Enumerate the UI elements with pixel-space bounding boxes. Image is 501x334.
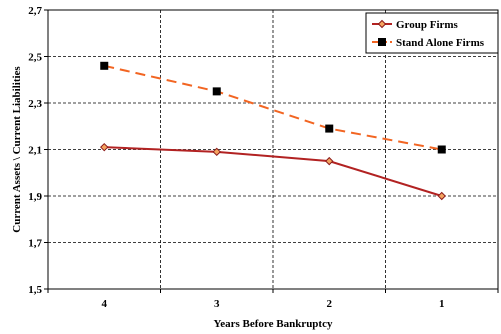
- data-point-stand-alone-firms: [212, 87, 221, 96]
- y-axis-ticks: 1,5 1,7 1,9 2,1 2,3 2,5 2,7: [28, 5, 48, 296]
- legend-marker-stand-alone-firms: [378, 38, 386, 46]
- data-point-group-firms: [212, 147, 221, 157]
- grid-lines: [48, 10, 498, 289]
- y-tick-label: 1,9: [28, 191, 42, 203]
- data-point-group-firms: [437, 191, 446, 201]
- data-point-group-firms: [100, 142, 109, 152]
- y-tick-label: 2,5: [28, 52, 42, 64]
- y-tick-label: 2,1: [28, 145, 42, 157]
- legend-box: [365, 12, 499, 54]
- legend: Group Firms Stand Alone Firms: [365, 12, 499, 54]
- y-tick-label: 2,7: [28, 5, 42, 17]
- data-point-stand-alone-firms: [437, 145, 446, 154]
- legend-marker-group-firms: [377, 19, 387, 29]
- data-point-stand-alone-firms: [325, 124, 334, 133]
- legend-label-group-firms: Group Firms: [396, 19, 459, 31]
- x-tick-label: 1: [439, 298, 445, 310]
- x-tick-label: 4: [102, 298, 108, 310]
- x-tick-label: 2: [327, 298, 333, 310]
- series-line-group-firms: [104, 146, 443, 197]
- series-layer: [100, 61, 446, 201]
- x-axis-ticks: 4 3 2 1: [47, 289, 499, 310]
- series-line-stand-alone-firms: [104, 64, 442, 151]
- y-tick-label: 1,7: [28, 238, 42, 250]
- y-axis-label: Current Assets \ Current Liabilities: [11, 66, 23, 233]
- data-point-group-firms: [325, 156, 334, 166]
- data-point-stand-alone-firms: [100, 61, 109, 70]
- x-axis-label: Years Before Bankruptcy: [214, 318, 333, 330]
- legend-label-stand-alone-firms: Stand Alone Firms: [396, 37, 485, 49]
- x-tick-label: 3: [214, 298, 220, 310]
- y-tick-label: 1,5: [28, 284, 42, 296]
- y-tick-label: 2,3: [28, 98, 42, 110]
